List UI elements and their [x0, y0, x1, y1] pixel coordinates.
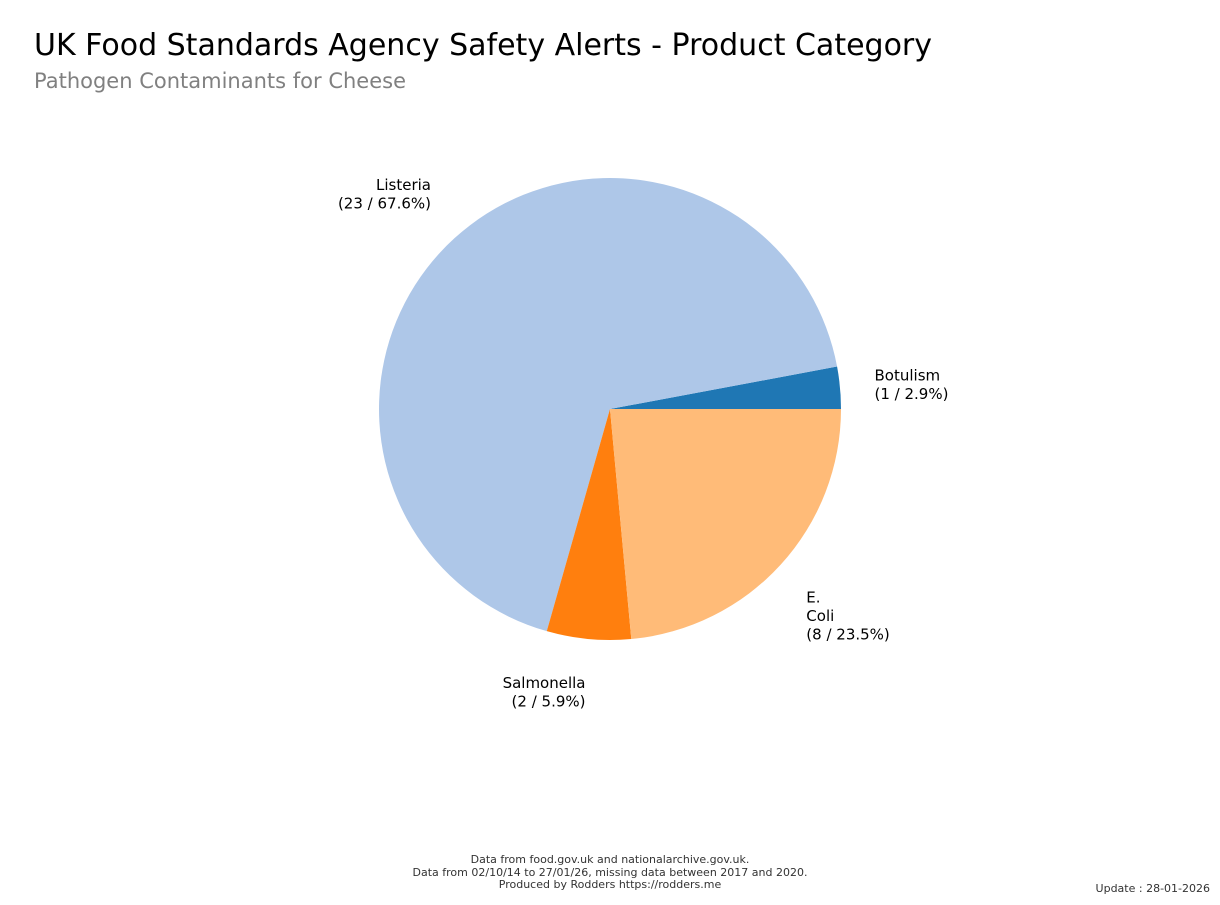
footer-line-range: Data from 02/10/14 to 27/01/26, missing …	[412, 865, 808, 879]
footer-notes: Data from food.gov.uk and nationalarchiv…	[0, 853, 1220, 892]
pie-slice-listeria	[379, 178, 838, 632]
slice-label-line: (8 / 23.5%)	[806, 626, 890, 644]
chart-subtitle: Pathogen Contaminants for Cheese	[34, 69, 406, 93]
slice-label-salmonella: Salmonella (2 / 5.9%)	[503, 674, 586, 711]
slice-label-listeria: Listeria (23 / 67.6%)	[338, 176, 431, 213]
chart-title: UK Food Standards Agency Safety Alerts -…	[34, 28, 933, 63]
pie-slice-e-coli	[610, 409, 841, 640]
slice-label-line: E.	[806, 589, 820, 607]
pie-slice-botulism	[610, 366, 841, 409]
slice-label-line: (23 / 67.6%)	[338, 195, 431, 213]
footer-line-source: Data from food.gov.uk and nationalarchiv…	[470, 853, 750, 866]
footer-line-credit: Produced by Rodders https://rodders.me	[498, 878, 722, 891]
slice-label-line: Botulism	[875, 367, 941, 385]
slice-label-line: Listeria	[376, 176, 431, 194]
slice-label-line: Salmonella	[503, 674, 586, 692]
slice-label-botulism: Botulism (1 / 2.9%)	[875, 367, 949, 404]
slice-label-line: (1 / 2.9%)	[875, 385, 949, 403]
update-date: Update : 28-01-2026	[1095, 882, 1210, 895]
slice-label-line: Coli	[806, 607, 834, 625]
slice-label-e-coli: E. Coli (8 / 23.5%)	[806, 589, 890, 644]
pie-slice-salmonella	[546, 409, 632, 640]
slice-label-line: (2 / 5.9%)	[512, 693, 586, 711]
